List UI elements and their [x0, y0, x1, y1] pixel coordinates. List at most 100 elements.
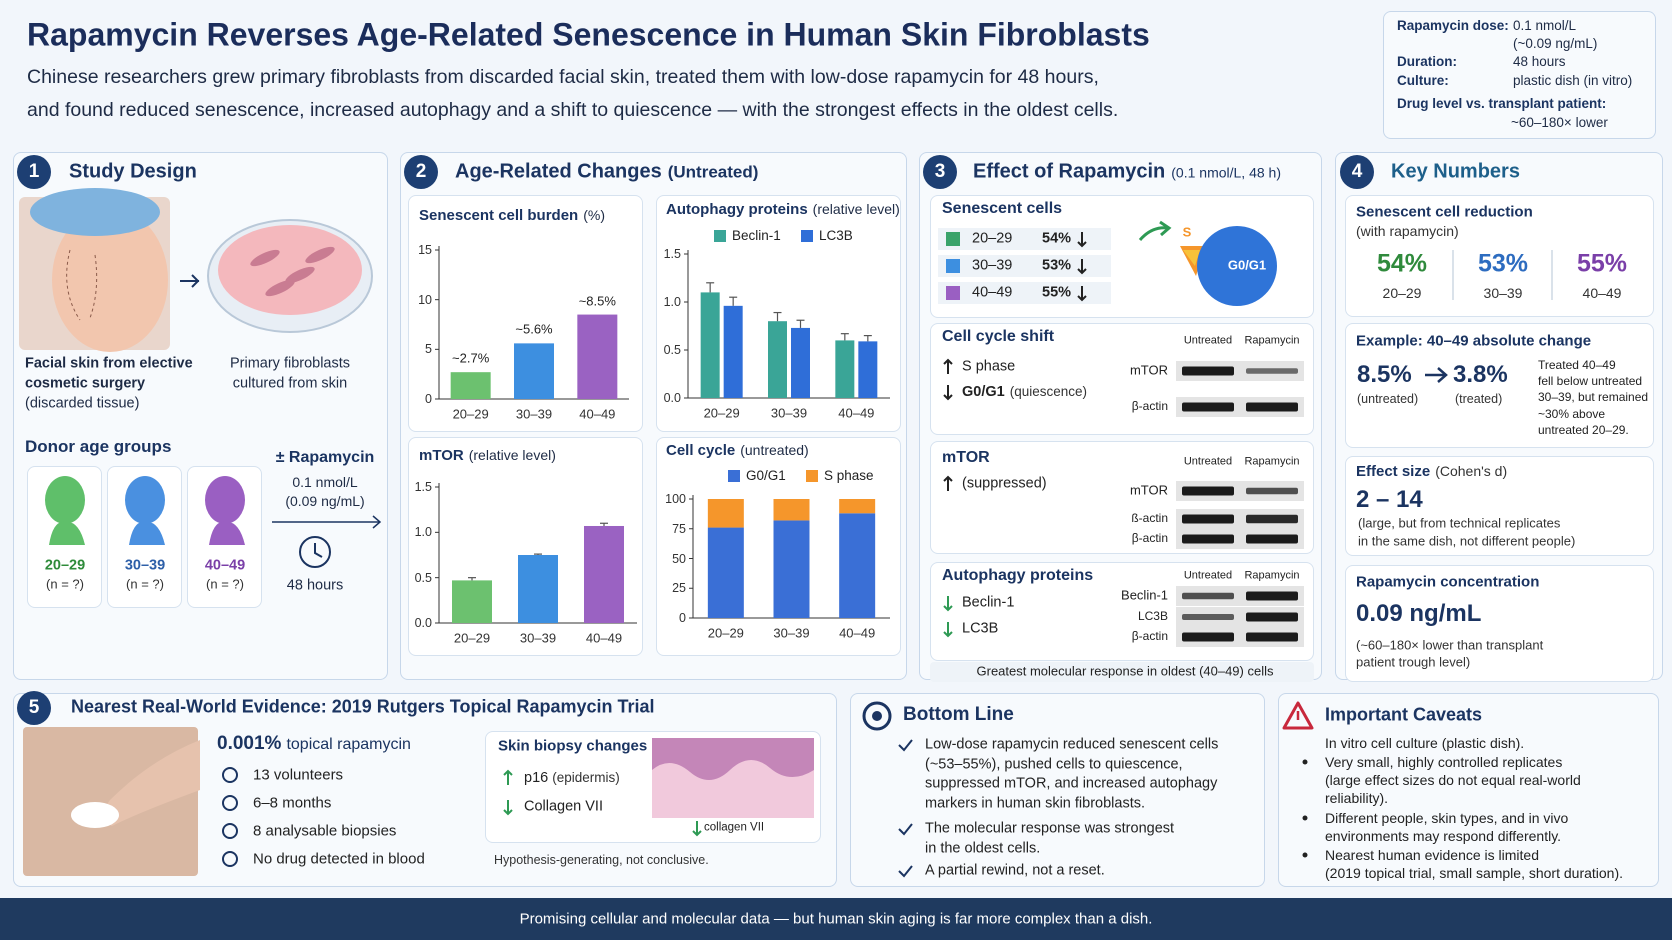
target-icon: [862, 701, 892, 731]
panel-title: Bottom Line: [903, 704, 1014, 726]
treatment: (0.09 ng/mL): [285, 492, 365, 509]
bar: [723, 305, 743, 398]
note: 30–39, but remained: [1538, 390, 1649, 405]
note: ~30% above: [1538, 406, 1606, 421]
check-icon: [898, 739, 913, 752]
card-title: Effect size (Cohen's d): [1356, 463, 1507, 481]
bullet: [1302, 815, 1308, 821]
section-number: 4: [1351, 161, 1363, 183]
effect-item: S phase: [962, 358, 1016, 375]
reduction-value: 53%: [1042, 257, 1072, 274]
blot-label: mTOR: [1129, 482, 1168, 498]
blot-band: [1182, 592, 1234, 600]
y-tick-label: 0.0: [663, 390, 681, 405]
section-title: Autophagy proteins: [942, 566, 1094, 584]
donor-head: [125, 476, 165, 524]
blot-band: [1246, 514, 1298, 524]
reduction-card: [1345, 195, 1654, 317]
blot-header: Rapamycin: [1244, 455, 1300, 468]
bar: [577, 314, 618, 399]
note: fell below untreated: [1538, 374, 1643, 389]
blot-band: [1182, 486, 1234, 496]
arrow-icon: [503, 809, 513, 816]
blot-label: β-actin: [1131, 399, 1168, 414]
y-tick-label: 0.5: [414, 570, 432, 585]
treatment: 0.1 nmol/L: [292, 473, 358, 490]
legend-label: S phase: [824, 468, 874, 484]
caveats-panel: [1278, 693, 1659, 887]
donor-age: 20–29: [44, 557, 86, 574]
dose-note: topical rapamycin: [286, 736, 411, 754]
x-tick-label: 20–29: [703, 405, 740, 421]
arrow-icon: [503, 769, 513, 776]
data-label: ~8.5%: [578, 293, 616, 309]
dose: 0.001% topical rapamycin: [217, 733, 411, 755]
blot-bg: [1176, 586, 1304, 606]
chart-title: mTOR (relative level): [419, 447, 556, 465]
cream: [71, 802, 119, 828]
legend-swatch: [714, 230, 726, 242]
arrow-icon: [692, 830, 702, 837]
y-tick-label: 1.0: [663, 294, 681, 309]
legend-label: LC3B: [819, 228, 853, 244]
incision-lines: [66, 249, 98, 321]
panel-title: Age-Related Changes (Untreated): [455, 161, 758, 184]
key-value: 54%: [1376, 249, 1428, 278]
chart-title-note: (relative level): [812, 200, 900, 217]
y-tick-label: 75: [672, 521, 686, 536]
blot-band: [1182, 402, 1234, 412]
clock-icon: [314, 543, 323, 558]
effect-card: [1345, 456, 1654, 556]
clock-icon: [299, 536, 331, 568]
x-tick-label: 20–29: [453, 630, 491, 646]
pie-label: S: [1182, 224, 1192, 240]
chart-title: Cell cycle (untreated): [666, 442, 809, 460]
summary-value: plastic dish (in vitro): [1513, 73, 1633, 89]
x-tick-label: 40–49: [839, 625, 876, 641]
blot-bg: [1176, 481, 1304, 501]
caption: cultured from skin: [232, 375, 348, 392]
bar-segment: [839, 513, 876, 618]
cell: [265, 279, 295, 297]
blot-band: [1182, 514, 1234, 524]
arrow-icon: [1077, 241, 1087, 248]
bottom-line-item: (~53–55%), pushed cells to quiescence,: [925, 756, 1183, 773]
footer-text: Promising cellular and molecular data — …: [519, 910, 1153, 928]
panel-title-note: (Untreated): [667, 162, 759, 182]
x-tick-label: 40–49: [585, 630, 623, 646]
bar-segment: [839, 499, 876, 514]
bottom-line-item: A partial rewind, not a reset.: [925, 862, 1105, 879]
data-label: ~2.7%: [452, 350, 490, 366]
y-tick-label: 0: [425, 391, 432, 406]
dose: 0.001%: [217, 733, 282, 755]
blot-bg: [1176, 361, 1304, 381]
caveat-item: Very small, highly controlled replicates: [1325, 753, 1563, 770]
caveat-item: (2019 topical trial, small sample, short…: [1325, 864, 1624, 881]
arrow-icon: [1437, 367, 1448, 383]
blot-bg: [1176, 509, 1304, 529]
biopsy-item: p16 (epidermis): [524, 769, 620, 787]
arrow-icon: [1138, 226, 1169, 242]
bar: [514, 343, 554, 399]
bottom-line-item: The molecular response was strongest: [925, 820, 1175, 837]
key-value: 0.09 ng/mL: [1356, 600, 1482, 628]
y-tick-label: 100: [665, 491, 686, 506]
example-card: [1345, 323, 1654, 448]
data-label: ~5.6%: [515, 321, 553, 337]
key-age: 40–49: [1582, 284, 1622, 301]
bottom-line-item: suppressed mTOR, and increased autophagy: [925, 775, 1218, 792]
bar: [450, 372, 491, 399]
key-label: (untreated): [1357, 391, 1419, 406]
fact-icon: [222, 823, 238, 839]
donor-shoulders: [209, 521, 245, 545]
summary-label: Rapamycin dose:: [1397, 18, 1509, 34]
arrow-icon: [943, 475, 953, 482]
y-tick-label: 0.5: [663, 342, 681, 357]
blot-band: [1182, 534, 1234, 544]
y-tick-label: 25: [672, 581, 686, 596]
note: untreated 20–29.: [1538, 422, 1629, 437]
concentration-card: [1345, 565, 1654, 682]
effect-item: Beclin-1: [962, 594, 1015, 611]
